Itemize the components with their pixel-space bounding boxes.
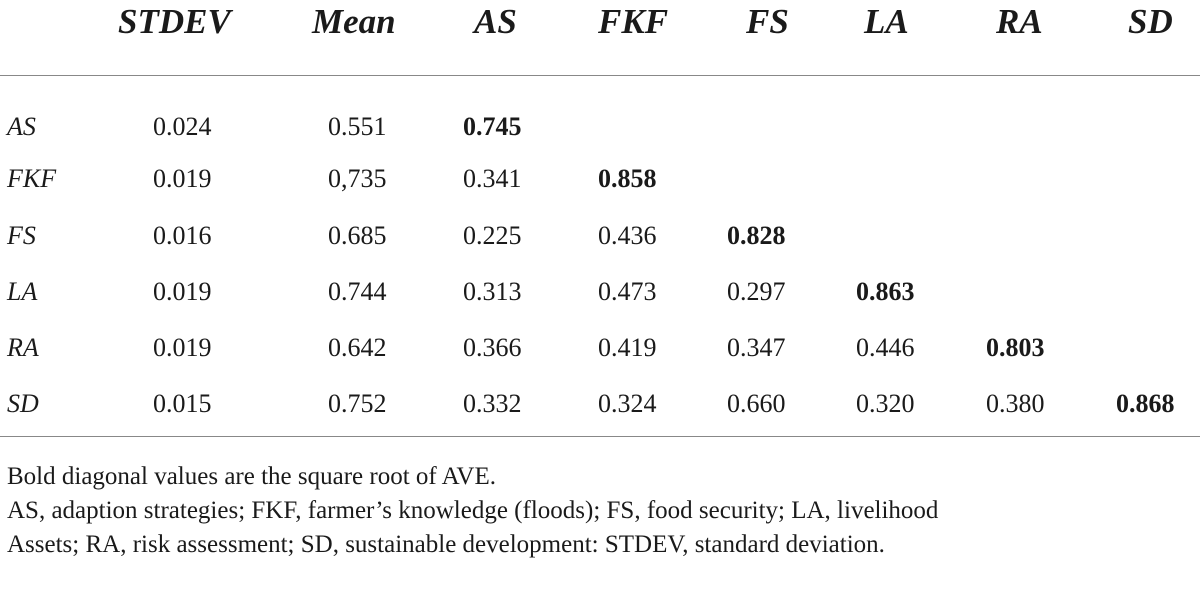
table-row: FS 0.016 0.685 0.225 0.436 0.828 [0, 221, 1200, 261]
table-row: AS 0.024 0.551 0.745 [0, 112, 1200, 152]
header-stdev: STDEV [118, 2, 231, 41]
cell-value: 0.332 [463, 389, 522, 418]
cell-value: 0.660 [727, 389, 786, 418]
header-fkf: FKF [598, 2, 669, 41]
cell-value: 0.473 [598, 277, 657, 306]
table-header-row: STDEV Mean AS FKF FS LA RA SD [0, 0, 1200, 50]
row-label: AS [7, 112, 36, 141]
table-row: LA 0.019 0.744 0.313 0.473 0.297 0.863 [0, 277, 1200, 317]
table-row: RA 0.019 0.642 0.366 0.419 0.347 0.446 0… [0, 333, 1200, 373]
table-footnotes: Bold diagonal values are the square root… [7, 460, 1197, 562]
cell-value: 0.016 [153, 221, 212, 250]
cell-value: 0.366 [463, 333, 522, 362]
header-fs: FS [746, 2, 789, 41]
table-row: FKF 0.019 0,735 0.341 0.858 [0, 164, 1200, 204]
cell-value: 0.436 [598, 221, 657, 250]
cell-value: 0.297 [727, 277, 786, 306]
cell-value: 0.347 [727, 333, 786, 362]
cell-value-diagonal: 0.868 [1116, 389, 1175, 418]
cell-value-diagonal: 0.745 [463, 112, 522, 141]
cell-value: 0.225 [463, 221, 522, 250]
row-label: LA [7, 277, 38, 306]
cell-value-diagonal: 0.858 [598, 164, 657, 193]
cell-value: 0.752 [328, 389, 387, 418]
row-label: RA [7, 333, 39, 362]
table-bottom-rule [0, 436, 1200, 437]
cell-value: 0.341 [463, 164, 522, 193]
cell-value: 0.380 [986, 389, 1045, 418]
cell-value: 0.019 [153, 333, 212, 362]
cell-value: 0.419 [598, 333, 657, 362]
header-la: LA [864, 2, 909, 41]
cell-value: 0.446 [856, 333, 915, 362]
table-row: SD 0.015 0.752 0.332 0.324 0.660 0.320 0… [0, 389, 1200, 429]
cell-value: 0.015 [153, 389, 212, 418]
cell-value-diagonal: 0.803 [986, 333, 1045, 362]
cell-value: 0.019 [153, 277, 212, 306]
header-ra: RA [996, 2, 1043, 41]
footnote-abbreviations-line2: Assets; RA, risk assessment; SD, sustain… [7, 531, 885, 558]
row-label: FS [7, 221, 36, 250]
cell-value: 0.551 [328, 112, 387, 141]
cell-value: 0.744 [328, 277, 387, 306]
cell-value: 0.320 [856, 389, 915, 418]
cell-value-diagonal: 0.828 [727, 221, 786, 250]
row-label: FKF [7, 164, 57, 193]
footnote-bold-diagonal: Bold diagonal values are the square root… [7, 463, 497, 490]
header-as: AS [474, 2, 517, 41]
cell-value: 0,735 [328, 164, 387, 193]
cell-value: 0.019 [153, 164, 212, 193]
table-top-rule [0, 75, 1200, 76]
header-sd: SD [1128, 2, 1173, 41]
header-mean: Mean [312, 2, 396, 41]
footnote-abbreviations-line1: AS, adaption strategies; FKF, farmer’s k… [7, 497, 939, 524]
cell-value: 0.024 [153, 112, 212, 141]
cell-value-diagonal: 0.863 [856, 277, 915, 306]
cell-value: 0.685 [328, 221, 387, 250]
cell-value: 0.642 [328, 333, 387, 362]
cell-value: 0.313 [463, 277, 522, 306]
cell-value: 0.324 [598, 389, 657, 418]
row-label: SD [7, 389, 39, 418]
